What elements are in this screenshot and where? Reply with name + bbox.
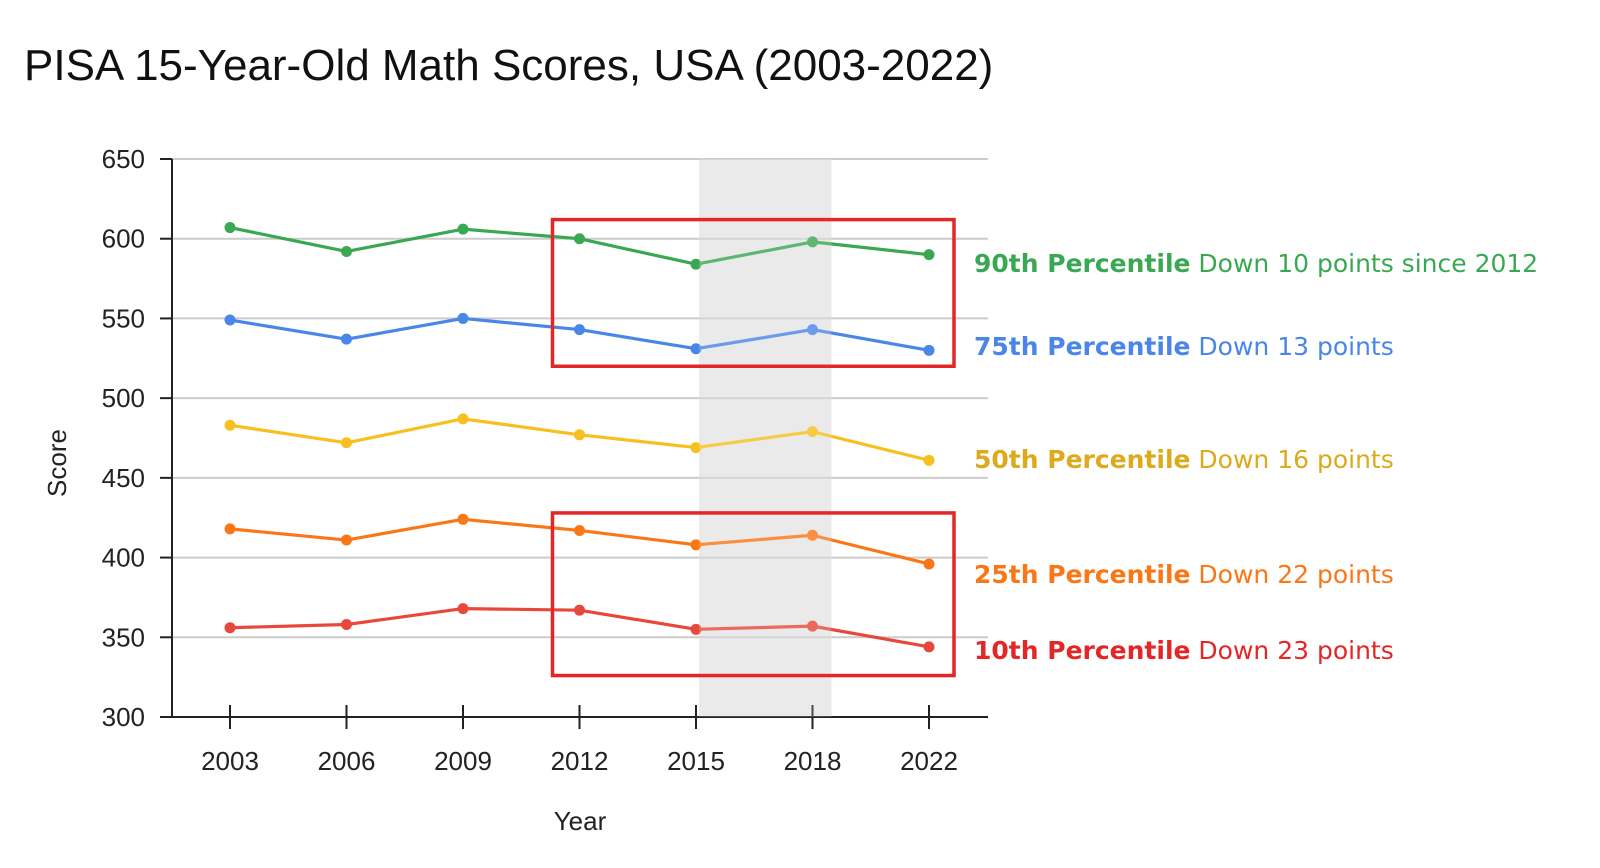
data-point — [923, 558, 935, 570]
x-tick-label: 2022 — [900, 746, 958, 776]
annotation-text: Down 16 points — [1190, 445, 1393, 474]
data-point — [341, 437, 352, 449]
annotation-label: 90th Percentile — [974, 249, 1190, 278]
data-point — [923, 344, 935, 356]
x-tick-label: 2015 — [667, 746, 725, 776]
data-point — [457, 603, 469, 615]
data-point — [807, 620, 818, 632]
data-point — [341, 619, 352, 631]
data-point — [574, 233, 585, 245]
x-tick-label: 2018 — [784, 746, 842, 776]
x-tick-label: 2003 — [201, 746, 259, 776]
y-tick-label: 600 — [102, 224, 145, 254]
data-point — [224, 314, 236, 326]
data-point — [807, 426, 818, 438]
data-point — [224, 419, 236, 431]
data-point — [574, 524, 585, 536]
data-point — [574, 324, 585, 336]
data-point — [690, 442, 702, 454]
data-point — [574, 429, 585, 441]
x-tick-label: 2012 — [551, 746, 609, 776]
annotation-label: 50th Percentile — [974, 445, 1190, 474]
series-10th-percentile — [224, 603, 935, 653]
data-point — [690, 623, 702, 635]
series-50th-percentile — [224, 413, 935, 466]
data-point — [690, 539, 702, 551]
annotation-text: Down 23 points — [1190, 636, 1393, 665]
data-point — [807, 324, 818, 336]
data-point — [341, 534, 352, 546]
annotation-text: Down 22 points — [1190, 560, 1393, 589]
data-point — [224, 622, 236, 634]
data-point — [224, 222, 236, 234]
chart-title: PISA 15-Year-Old Math Scores, USA (2003-… — [24, 41, 993, 90]
y-tick-label: 450 — [102, 463, 145, 493]
annotation-10th-percentile: 10th Percentile Down 23 points — [974, 636, 1394, 665]
x-tick-label: 2009 — [434, 746, 492, 776]
data-point — [923, 454, 935, 466]
data-point — [923, 249, 935, 261]
data-point — [690, 343, 702, 355]
series-25th-percentile — [224, 513, 935, 570]
x-axis-label: Year — [554, 806, 607, 836]
data-point — [341, 245, 352, 257]
annotation-text: Down 10 points since 2012 — [1190, 249, 1538, 278]
data-point — [457, 223, 469, 235]
highlight-box — [550, 511, 956, 678]
series-75th-percentile — [224, 312, 935, 356]
annotation-50th-percentile: 50th Percentile Down 16 points — [974, 445, 1394, 474]
highlight-box — [550, 217, 956, 369]
annotation-label: 75th Percentile — [974, 332, 1190, 361]
data-point — [807, 529, 818, 541]
series-90th-percentile — [224, 222, 935, 270]
y-tick-label: 300 — [102, 702, 145, 732]
data-point — [457, 413, 469, 425]
annotation-90th-percentile: 90th Percentile Down 10 points since 201… — [974, 249, 1538, 278]
data-point — [574, 604, 585, 616]
data-point — [341, 333, 352, 345]
y-axis-label: Score — [42, 429, 72, 497]
data-point — [690, 258, 702, 270]
data-point — [457, 513, 469, 525]
y-tick-label: 650 — [102, 144, 145, 174]
data-point — [457, 312, 469, 324]
annotation-75th-percentile: 75th Percentile Down 13 points — [974, 332, 1394, 361]
data-point — [224, 523, 236, 535]
y-tick-label: 350 — [102, 622, 145, 652]
annotation-text: Down 13 points — [1190, 332, 1393, 361]
annotation-label: 25th Percentile — [974, 560, 1190, 589]
y-tick-label: 400 — [102, 543, 145, 573]
data-point — [807, 236, 818, 248]
annotation-25th-percentile: 25th Percentile Down 22 points — [974, 560, 1394, 589]
x-tick-label: 2006 — [318, 746, 376, 776]
data-point — [923, 641, 935, 653]
y-tick-label: 550 — [102, 303, 145, 333]
shaded-region-wash — [699, 159, 832, 717]
y-tick-label: 500 — [102, 383, 145, 413]
annotation-label: 10th Percentile — [974, 636, 1190, 665]
